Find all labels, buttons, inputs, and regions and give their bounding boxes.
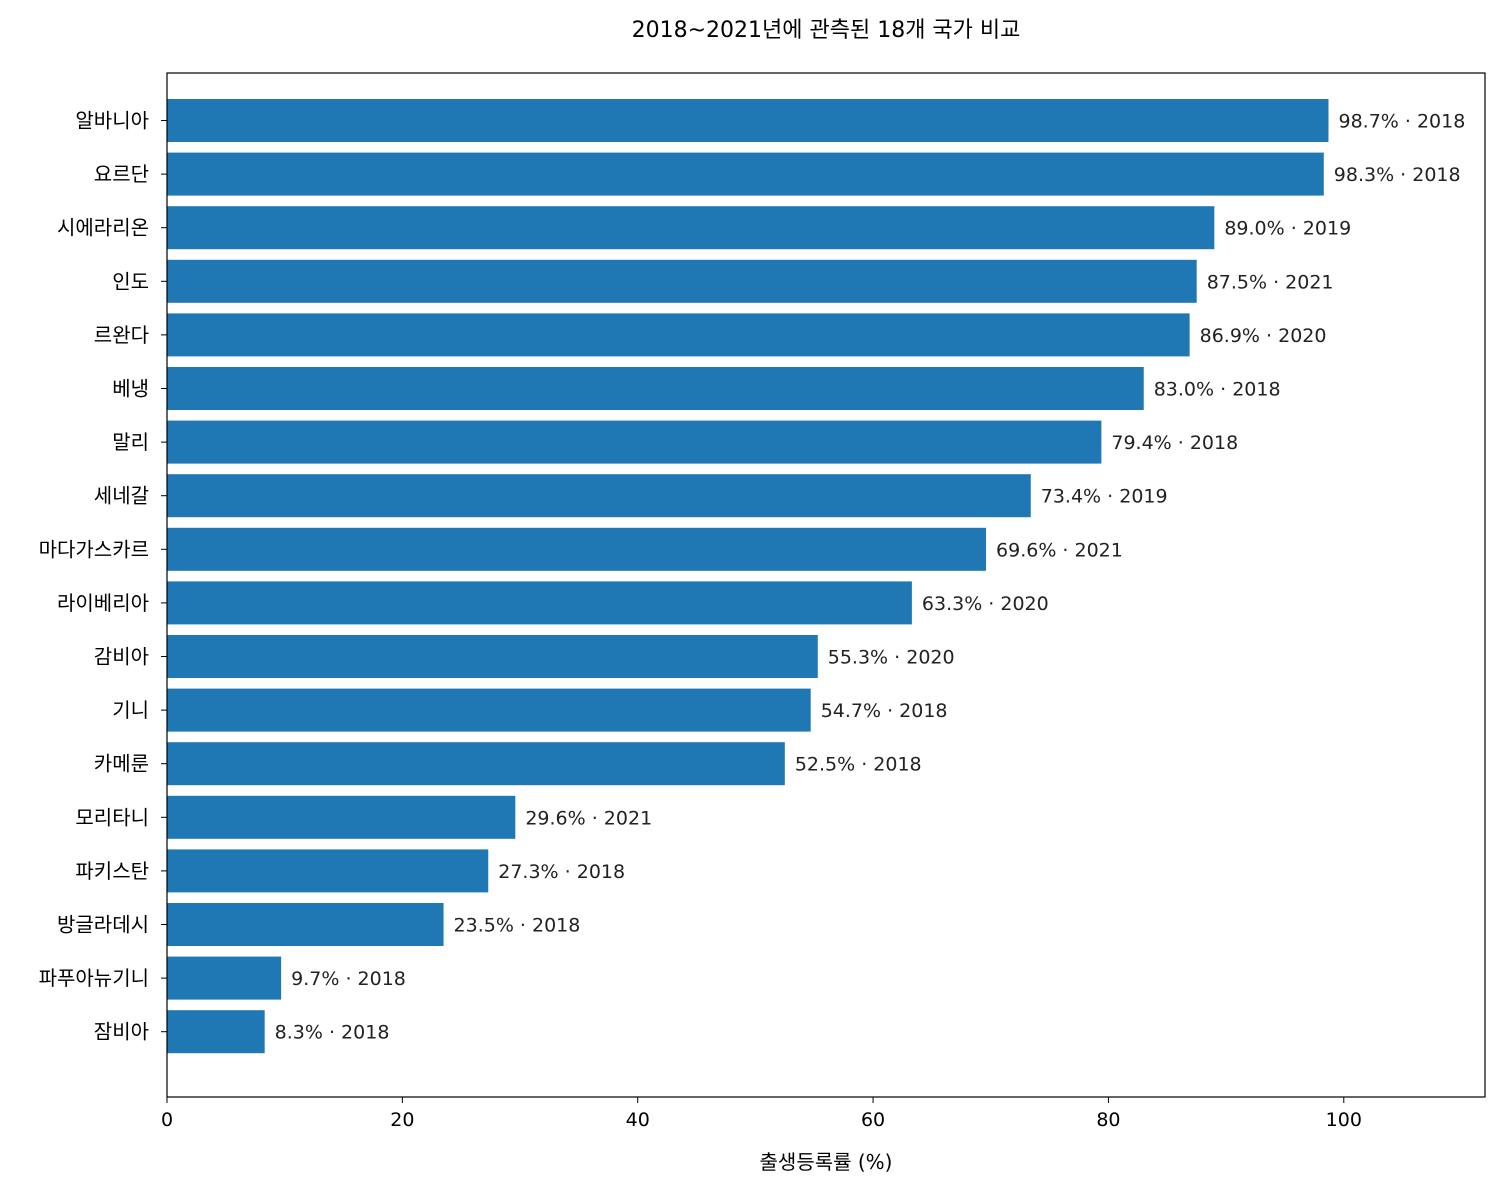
bar-2 [167,206,1215,250]
chart-title: 2018~2021년에 관측된 18개 국가 비교 [632,18,1021,43]
category-label-17: 잠비아 [94,1020,149,1044]
category-label-3: 인도 [112,269,149,293]
data-label-2: 89.0% · 2019 [1224,218,1351,240]
category-label-1: 요르단 [94,162,149,186]
x-tick-label-5: 100 [1326,1109,1362,1131]
category-label-0: 알바니아 [75,109,149,133]
axes-layer: 0 20 40 60 80 100 [161,72,1486,1131]
x-tick-label-2: 40 [626,1109,650,1131]
plot-frame [166,72,1486,1098]
category-label-9: 라이베리아 [57,591,149,615]
data-label-13: 29.6% · 2021 [525,807,652,829]
bar-7 [167,474,1031,518]
labels-layer: 98.7% · 2018 알바니아 98.3% · 2018 요르단 89.0% · 2… [39,109,1466,1044]
bar-13 [167,795,516,839]
bar-15 [167,903,444,946]
data-label-9: 63.3% · 2020 [922,593,1049,615]
category-label-15: 방글라데시 [57,913,149,937]
x-tick-label-3: 60 [861,1109,885,1131]
category-label-2: 시에라리온 [57,216,149,240]
data-label-6: 79.4% · 2018 [1111,432,1238,454]
category-label-7: 세네갈 [94,484,149,508]
bar-10 [167,635,818,678]
data-label-1: 98.3% · 2018 [1334,164,1461,186]
bar-6 [167,420,1102,464]
category-label-14: 파키스탄 [75,859,149,883]
bar-12 [167,742,785,786]
data-label-15: 23.5% · 2018 [454,915,581,937]
bar-3 [167,259,1197,303]
bar-16 [167,956,282,1000]
data-label-17: 8.3% · 2018 [275,1022,390,1044]
category-label-10: 감비아 [94,645,149,669]
x-tick-label-4: 80 [1096,1109,1120,1131]
category-label-16: 파푸아뉴기니 [39,966,149,990]
data-label-14: 27.3% · 2018 [498,861,625,883]
bar-5 [167,367,1144,410]
data-label-5: 83.0% · 2018 [1154,379,1281,401]
bar-1 [167,152,1324,196]
bar-11 [167,688,811,732]
category-label-5: 베냉 [112,377,149,401]
data-label-3: 87.5% · 2021 [1207,271,1334,293]
bar-4 [167,313,1190,357]
category-label-13: 모리타니 [75,805,149,829]
bars-layer [167,99,1329,1054]
data-label-4: 86.9% · 2020 [1200,325,1327,347]
bar-8 [167,527,987,571]
category-label-12: 카메룬 [94,752,149,776]
data-label-16: 9.7% · 2018 [291,968,406,990]
data-label-12: 52.5% · 2018 [795,754,922,776]
data-label-7: 73.4% · 2019 [1041,486,1168,508]
category-label-6: 말리 [112,430,149,454]
bar-17 [167,1010,265,1054]
data-label-0: 98.7% · 2018 [1338,111,1465,133]
x-tick-label-1: 20 [390,1109,414,1131]
x-tick-label-0: 0 [161,1109,173,1131]
x-axis-label: 출생등록률 (%) [760,1150,893,1174]
data-label-11: 54.7% · 2018 [821,700,948,722]
data-label-8: 69.6% · 2021 [996,539,1123,561]
category-label-8: 마다가스카르 [39,537,149,561]
category-label-11: 기니 [112,698,149,722]
category-label-4: 르완다 [94,323,149,347]
data-label-10: 55.3% · 2020 [828,647,955,669]
bar-9 [167,581,912,625]
bar-14 [167,849,489,893]
bar-0 [167,99,1329,142]
